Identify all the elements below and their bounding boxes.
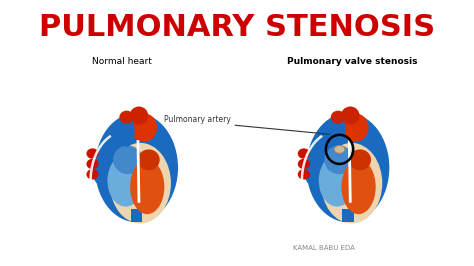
Ellipse shape	[298, 159, 310, 169]
Ellipse shape	[341, 106, 360, 125]
Ellipse shape	[130, 113, 157, 142]
Ellipse shape	[298, 169, 310, 180]
Text: Pulmonary artery: Pulmonary artery	[164, 115, 231, 124]
Ellipse shape	[341, 160, 376, 214]
Ellipse shape	[330, 116, 346, 147]
Bar	[342, 209, 354, 222]
Ellipse shape	[110, 143, 171, 223]
Ellipse shape	[324, 146, 354, 174]
Text: Normal heart: Normal heart	[92, 57, 152, 66]
Ellipse shape	[92, 156, 107, 185]
Ellipse shape	[86, 159, 99, 169]
Ellipse shape	[334, 146, 345, 153]
Ellipse shape	[306, 113, 389, 222]
Text: KAMAL BABU EDA: KAMAL BABU EDA	[293, 245, 356, 251]
Ellipse shape	[321, 143, 382, 223]
Ellipse shape	[86, 169, 99, 180]
Ellipse shape	[119, 116, 135, 147]
Ellipse shape	[138, 149, 160, 170]
Ellipse shape	[86, 148, 99, 159]
Ellipse shape	[342, 113, 369, 142]
Ellipse shape	[113, 146, 142, 174]
Bar	[131, 209, 142, 222]
Ellipse shape	[349, 149, 371, 170]
Ellipse shape	[304, 156, 319, 185]
Ellipse shape	[130, 106, 148, 125]
Text: Pulmonary valve stenosis: Pulmonary valve stenosis	[287, 57, 417, 66]
Ellipse shape	[298, 148, 310, 159]
Ellipse shape	[119, 111, 134, 124]
Ellipse shape	[319, 155, 356, 207]
Ellipse shape	[130, 160, 164, 214]
Ellipse shape	[95, 113, 178, 222]
Text: PULMONARY STENOSIS: PULMONARY STENOSIS	[39, 14, 435, 43]
Ellipse shape	[108, 155, 144, 207]
Ellipse shape	[331, 111, 346, 124]
